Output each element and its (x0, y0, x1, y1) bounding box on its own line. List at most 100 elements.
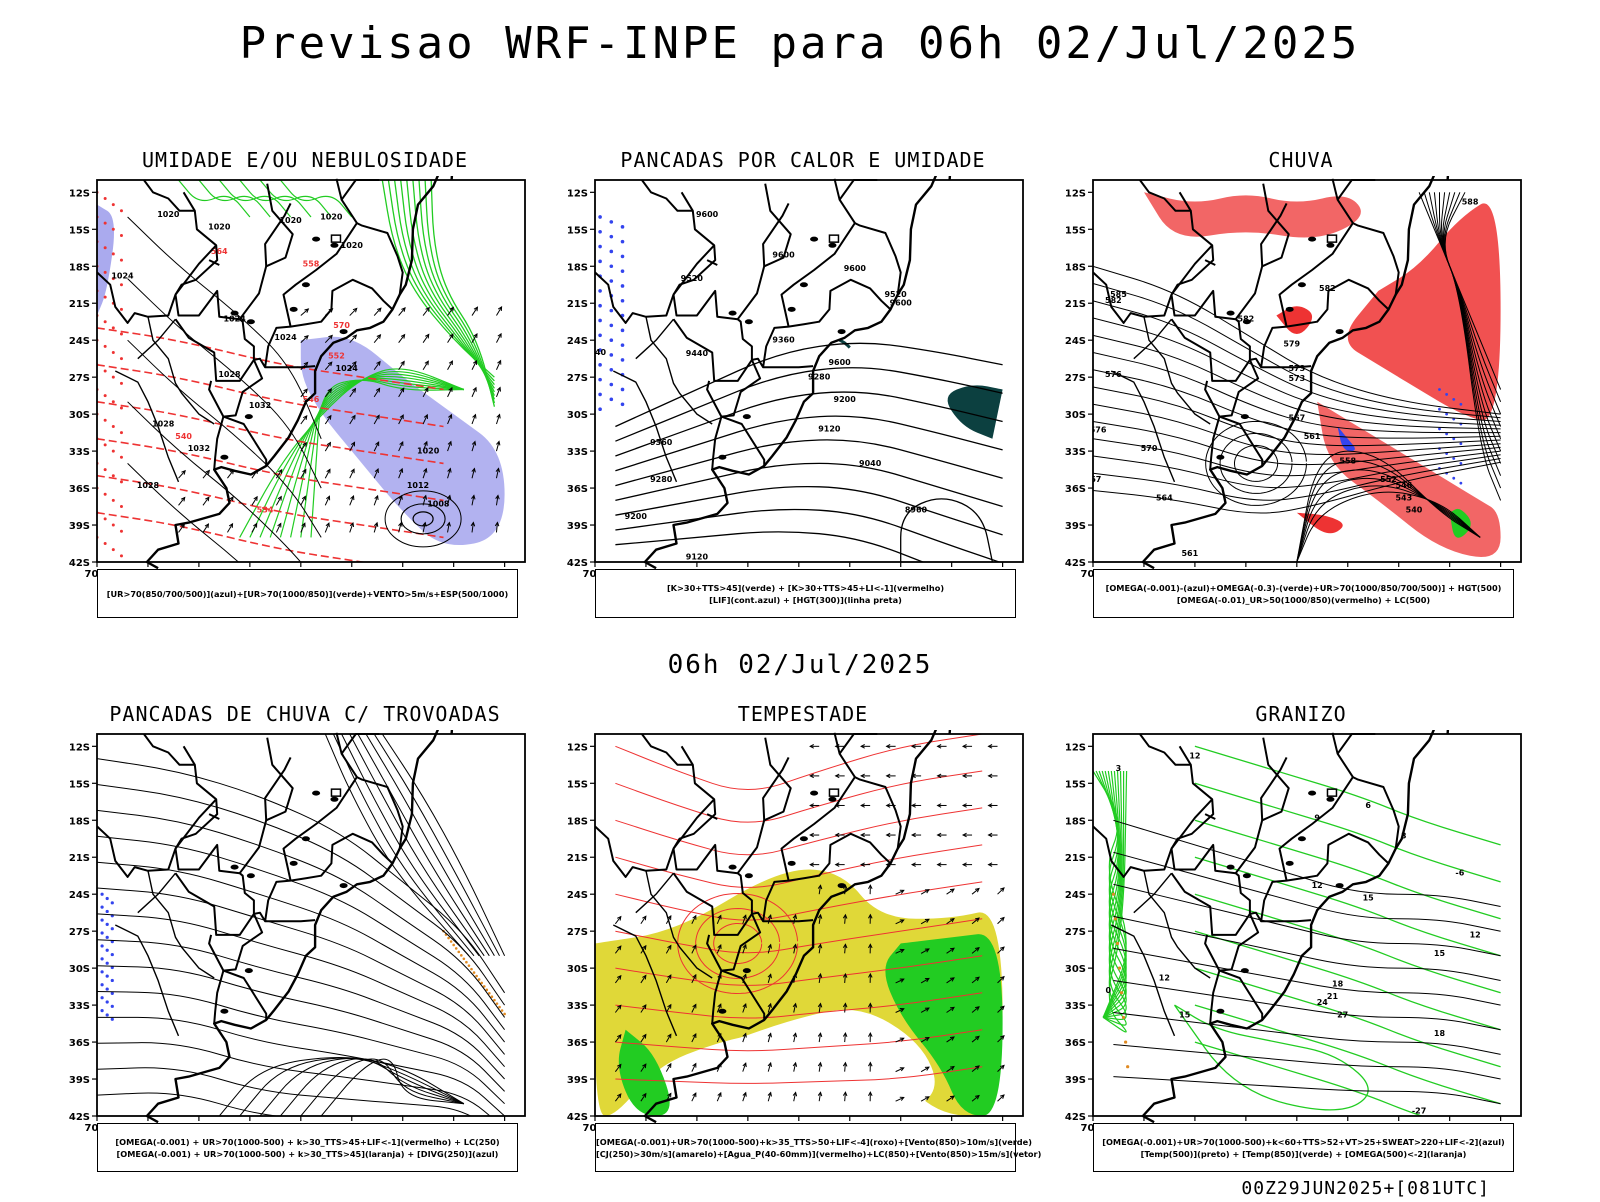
streamline (97, 888, 505, 1054)
lake-mark (745, 319, 753, 324)
lat-tick-label: 39S (1065, 521, 1086, 532)
lat-tick-label: 33S (69, 1001, 90, 1012)
omega-marker (1459, 462, 1462, 465)
lat-tick-label: 27S (567, 927, 588, 938)
state-border (763, 757, 789, 820)
omega500-marker (1116, 942, 1119, 945)
lake-mark (290, 307, 298, 312)
divergence-marker (111, 1018, 114, 1021)
terrain-speckle (112, 203, 115, 206)
lake-mark (743, 968, 751, 973)
lat-tick-label: 42S (567, 558, 588, 569)
lif-marker (610, 353, 614, 357)
instability-marker (475, 975, 478, 978)
temp500-contour (1113, 981, 1500, 1030)
lat-tick-label: 42S (1065, 558, 1086, 569)
map-frame: 12S15S18S21S24S27S30S33S36S39S42S70W65W6… (1065, 734, 1521, 1134)
state-border (284, 179, 357, 327)
divergence-marker (111, 927, 114, 930)
state-border (214, 971, 223, 1024)
state-border (1280, 733, 1353, 881)
lat-tick-label: 30S (567, 410, 588, 421)
geopotential-contour (615, 440, 1002, 486)
omega-marker (1452, 477, 1455, 480)
lake-mark (1216, 455, 1224, 460)
divergence-marker (111, 901, 114, 904)
lake-mark (231, 311, 239, 316)
legend-chuva: [OMEGA(-0.001)-(azul)+OMEGA(-0.3)-(verde… (1093, 569, 1514, 618)
contour-label: 573 (1288, 364, 1305, 373)
lif-marker (621, 402, 625, 406)
lake-mark (290, 861, 298, 866)
lat-tick-label: 42S (567, 1112, 588, 1123)
legend-line: [Temp(500)](preto) + [Temp(850)](verde) … (1094, 1148, 1513, 1160)
terrain-speckle (112, 425, 115, 428)
legend-line: [OMEGA(-0.001)-(azul)+OMEGA(-0.3)-(verde… (1094, 582, 1513, 594)
lif-marker (610, 235, 614, 239)
state-border (752, 359, 813, 368)
terrain-speckle (104, 246, 107, 249)
lat-tick-label: 42S (69, 1112, 90, 1123)
state-border (712, 417, 721, 470)
lake-mark (1286, 861, 1294, 866)
divergence-marker (111, 979, 114, 982)
legend-line: [OMEGA(-0.001)+UR>70(1000-500)+k>35_TTS>… (596, 1136, 1015, 1148)
state-border (1338, 180, 1376, 200)
contour-label: 1028 (137, 481, 160, 490)
contour-label: 558 (303, 259, 320, 268)
lif-marker (598, 407, 602, 411)
lat-tick-label: 15S (69, 225, 90, 236)
lat-tick-label: 18S (69, 816, 90, 827)
terrain-speckle (104, 443, 107, 446)
state-border (674, 291, 752, 381)
lat-tick-label: 42S (69, 558, 90, 569)
lat-tick-label: 39S (1065, 1075, 1086, 1086)
divergence-marker (100, 996, 103, 999)
contour-label: 1008 (427, 500, 450, 509)
lat-tick-label: 12S (69, 188, 90, 199)
terrain-speckle (112, 376, 115, 379)
state-border (782, 733, 855, 881)
geopotential-contour (615, 509, 1002, 563)
legend-granizo: [OMEGA(-0.001)+UR>70(1000-500)+k<60+TTS>… (1093, 1123, 1514, 1172)
contour-label: 27 (1337, 1010, 1348, 1019)
lat-tick-label: 15S (567, 779, 588, 790)
contour-label: 540 (175, 432, 192, 441)
lat-tick-label: 21S (69, 299, 90, 310)
instability-marker (498, 1006, 501, 1009)
divergence-marker (111, 1005, 114, 1008)
instability-marker (470, 968, 473, 971)
lat-tick-label: 39S (69, 1075, 90, 1086)
contour-label: 1020 (320, 212, 343, 221)
lake-mark (340, 883, 348, 888)
lake-mark (1308, 791, 1316, 796)
lif-marker (621, 284, 625, 288)
lat-tick-label: 42S (1065, 1112, 1086, 1123)
omega500-marker (1122, 1016, 1125, 1019)
state-border (176, 799, 217, 848)
contour-label: 588 (1462, 198, 1479, 207)
valid-time-subtitle: 06h 02/Jul/2025 (0, 650, 1600, 680)
divergence-marker (106, 949, 109, 952)
contour-label: 9120 (818, 424, 841, 433)
contour-label: 12 (1159, 973, 1170, 982)
omega-marker (1459, 482, 1462, 485)
state-border (176, 845, 254, 935)
lat-tick-label: 24S (567, 336, 588, 347)
omega-marker (1445, 393, 1448, 396)
lat-tick-label: 12S (69, 742, 90, 753)
lif-marker (598, 319, 602, 323)
terrain-speckle (104, 517, 107, 520)
legend-line: [K>30+TTS>45](verde) + [K>30+TTS>45+LI<-… (596, 582, 1015, 594)
instability-marker (455, 947, 458, 950)
lat-tick-label: 39S (69, 521, 90, 532)
lake-mark (1243, 319, 1251, 324)
lat-tick-label: 33S (567, 1001, 588, 1012)
lat-tick-label: 36S (567, 1038, 588, 1049)
legend-line: [UR>70(850/700/500)](azul)+[UR>70(1000/8… (98, 588, 517, 600)
lif-marker (598, 363, 602, 367)
lif-marker (621, 329, 625, 333)
omega-marker (1438, 388, 1441, 391)
contour-label: 570 (1141, 444, 1158, 453)
